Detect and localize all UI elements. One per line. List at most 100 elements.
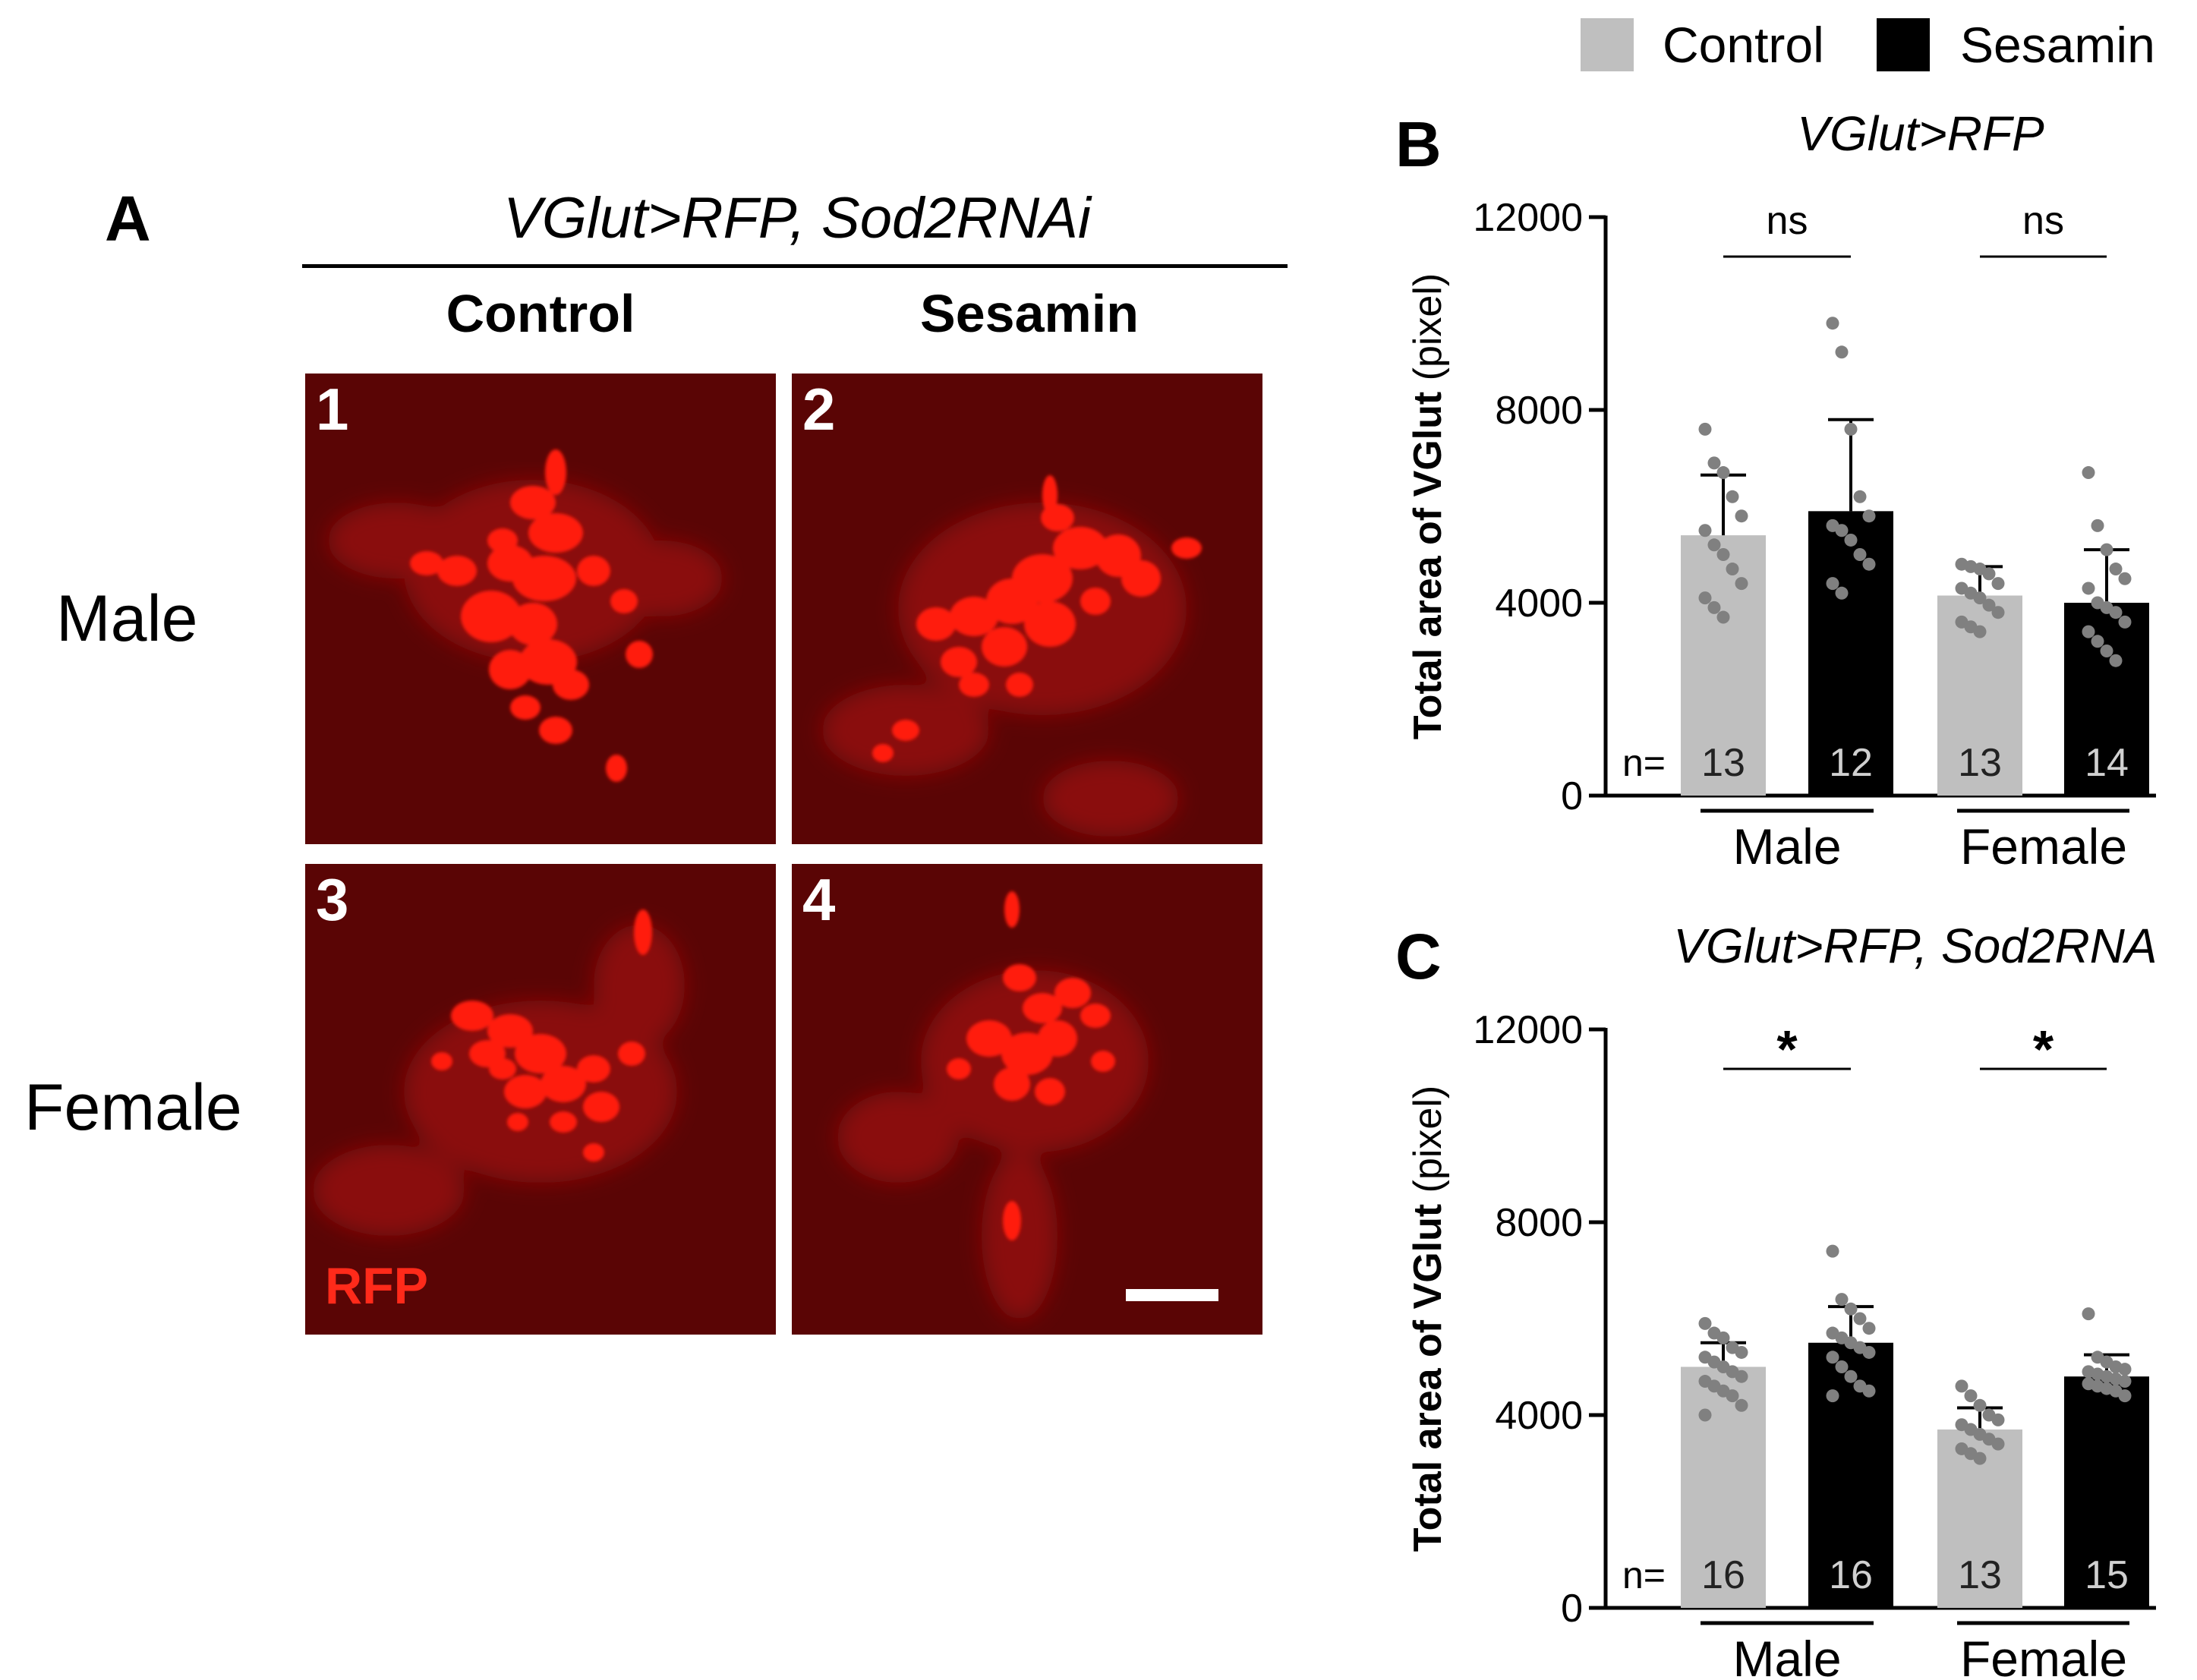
data-point bbox=[1707, 456, 1721, 470]
data-point bbox=[1835, 586, 1849, 600]
micrograph-male-control: 1 bbox=[305, 374, 776, 844]
micrograph-female-sesamin: 4 bbox=[792, 864, 1262, 1335]
data-point bbox=[1991, 1437, 2005, 1451]
data-point bbox=[2082, 625, 2095, 638]
data-point bbox=[1991, 1413, 2005, 1426]
panel-a-genotype: VGlut>RFP, Sod2RNAi bbox=[503, 186, 1091, 251]
bar-sesamin bbox=[2064, 603, 2149, 796]
bar-sesamin bbox=[2064, 1376, 2149, 1608]
data-point bbox=[1853, 1312, 1867, 1325]
y-axis-label-unit: (pixel) bbox=[1406, 273, 1450, 381]
data-point bbox=[2118, 1389, 2132, 1403]
data-point bbox=[2100, 645, 2113, 657]
y-axis-label-bold: Total area of VGlut bbox=[1406, 380, 1450, 739]
data-point bbox=[1735, 577, 1748, 591]
micrograph-female-control: 3 RFP bbox=[305, 864, 776, 1335]
data-point bbox=[2109, 606, 2123, 619]
micrograph-number-2: 2 bbox=[802, 376, 836, 443]
y-axis-label-bold: Total area of VGlut bbox=[1406, 1193, 1450, 1552]
micrograph-number-1: 1 bbox=[316, 376, 349, 443]
y-tick-label: 0 bbox=[1561, 1587, 1583, 1631]
n-label: 12 bbox=[1829, 741, 1873, 785]
data-point bbox=[1982, 567, 1996, 581]
n-label: 13 bbox=[1958, 741, 2002, 785]
data-point bbox=[1707, 538, 1721, 552]
data-point bbox=[1973, 1451, 1987, 1465]
data-point bbox=[1707, 600, 1721, 614]
data-point bbox=[2118, 1363, 2132, 1376]
data-point bbox=[1735, 1370, 1748, 1383]
n-label: 16 bbox=[1701, 1553, 1745, 1597]
data-point bbox=[1826, 1389, 1839, 1403]
data-point bbox=[1973, 625, 1987, 638]
legend-swatch-control bbox=[1581, 18, 1634, 71]
significance-label: ns bbox=[1767, 199, 1808, 243]
panel-a-column-sesamin: Sesamin bbox=[920, 284, 1139, 343]
y-tick-label: 12000 bbox=[1473, 1008, 1583, 1052]
y-tick-label: 8000 bbox=[1495, 1201, 1583, 1245]
data-point bbox=[1835, 524, 1849, 537]
n-label: 14 bbox=[2085, 741, 2129, 785]
data-point bbox=[2118, 572, 2132, 585]
panel-b-letter: B bbox=[1395, 109, 1442, 180]
panel-a-divider bbox=[302, 264, 1288, 268]
y-axis-label-unit: (pixel) bbox=[1406, 1086, 1450, 1193]
y-tick-label: 8000 bbox=[1495, 389, 1583, 433]
data-point bbox=[1982, 598, 1996, 612]
panel-c-letter: C bbox=[1395, 921, 1442, 992]
data-point bbox=[1844, 533, 1858, 547]
scale-bar bbox=[1126, 1289, 1218, 1301]
bar-sesamin bbox=[1808, 511, 1893, 796]
data-point bbox=[1716, 466, 1730, 480]
data-point bbox=[2109, 654, 2123, 667]
data-point bbox=[1698, 422, 1712, 436]
data-point bbox=[1698, 524, 1712, 537]
bar-sesamin bbox=[1808, 1342, 1893, 1608]
data-point bbox=[2082, 466, 2095, 480]
data-point bbox=[2118, 615, 2132, 629]
y-axis-label: Total area of VGlut (pixel) bbox=[1406, 1086, 1450, 1552]
data-point bbox=[1826, 1351, 1839, 1364]
data-point bbox=[1716, 548, 1730, 561]
data-point bbox=[2100, 543, 2113, 556]
data-point bbox=[2118, 1375, 2132, 1388]
data-point bbox=[1726, 563, 1739, 576]
micrograph-number-3: 3 bbox=[316, 866, 349, 933]
chart-b: VGlut>RFP Total area of VGlut (pixel) 0 400… bbox=[1406, 114, 2156, 873]
data-point bbox=[1698, 1408, 1712, 1422]
data-point bbox=[1835, 1293, 1849, 1306]
significance-label: * bbox=[2033, 1020, 2054, 1079]
micrograph-number-4: 4 bbox=[802, 866, 836, 933]
chart-title: VGlut>RFP, Sod2RNAi bbox=[1673, 926, 2156, 973]
data-point bbox=[1826, 577, 1839, 591]
data-point bbox=[1826, 1244, 1839, 1258]
n-label: 16 bbox=[1829, 1553, 1873, 1597]
data-point bbox=[1835, 345, 1849, 359]
data-point bbox=[2109, 563, 2123, 576]
panel-a-row-female: Female bbox=[24, 1071, 242, 1144]
data-point bbox=[1844, 1302, 1858, 1316]
data-point bbox=[1735, 1398, 1748, 1412]
y-axis-label: Total area of VGlut (pixel) bbox=[1406, 273, 1450, 739]
data-point bbox=[2091, 518, 2104, 532]
data-point bbox=[1726, 490, 1739, 503]
data-point bbox=[1716, 610, 1730, 624]
data-point bbox=[1991, 606, 2005, 619]
legend-swatch-sesamin bbox=[1877, 18, 1930, 71]
data-point bbox=[1991, 577, 2005, 591]
panel-a-row-male: Male bbox=[56, 582, 198, 655]
data-point bbox=[1826, 317, 1839, 330]
data-point bbox=[1973, 591, 1987, 605]
data-point bbox=[1955, 1379, 1968, 1393]
data-point bbox=[1853, 490, 1867, 503]
data-point bbox=[1862, 1322, 1876, 1335]
stain-label: RFP bbox=[325, 1257, 428, 1315]
legend-label-sesamin: Sesamin bbox=[1960, 17, 2155, 73]
data-point bbox=[1844, 1370, 1858, 1383]
legend-label-control: Control bbox=[1663, 17, 1824, 73]
data-point bbox=[1862, 1384, 1876, 1398]
data-point bbox=[1735, 509, 1748, 523]
n-prefix: n= bbox=[1622, 1554, 1666, 1596]
data-point bbox=[1716, 1331, 1730, 1344]
chart-title: VGlut>RFP bbox=[1797, 114, 2044, 161]
